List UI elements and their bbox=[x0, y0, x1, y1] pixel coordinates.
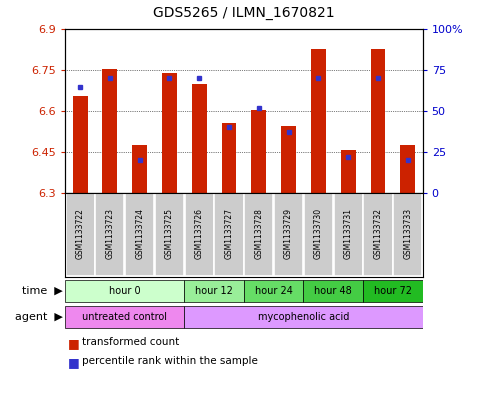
Bar bbox=[185, 193, 214, 276]
Text: GSM1133724: GSM1133724 bbox=[135, 208, 144, 259]
Text: hour 48: hour 48 bbox=[314, 286, 352, 296]
Text: GSM1133732: GSM1133732 bbox=[373, 208, 383, 259]
Text: hour 0: hour 0 bbox=[109, 286, 141, 296]
Text: GDS5265 / ILMN_1670821: GDS5265 / ILMN_1670821 bbox=[153, 6, 335, 20]
Text: time  ▶: time ▶ bbox=[22, 286, 63, 296]
Bar bbox=[334, 193, 363, 276]
Bar bbox=[363, 193, 393, 276]
Bar bbox=[341, 151, 355, 193]
Text: hour 72: hour 72 bbox=[374, 286, 412, 296]
Text: GSM1133728: GSM1133728 bbox=[255, 208, 263, 259]
Bar bbox=[72, 96, 87, 193]
Text: transformed count: transformed count bbox=[82, 337, 179, 347]
Text: GSM1133726: GSM1133726 bbox=[195, 208, 204, 259]
Text: mycophenolic acid: mycophenolic acid bbox=[258, 312, 349, 322]
Bar bbox=[66, 193, 95, 276]
Bar bbox=[162, 73, 177, 193]
Bar bbox=[370, 48, 385, 193]
Bar bbox=[125, 193, 154, 276]
Bar bbox=[185, 280, 244, 302]
Text: GSM1133731: GSM1133731 bbox=[344, 208, 353, 259]
Bar bbox=[132, 145, 147, 193]
Text: percentile rank within the sample: percentile rank within the sample bbox=[82, 356, 258, 366]
Bar bbox=[185, 306, 423, 329]
Text: hour 12: hour 12 bbox=[195, 286, 233, 296]
Text: GSM1133725: GSM1133725 bbox=[165, 208, 174, 259]
Text: ■: ■ bbox=[68, 337, 79, 350]
Text: GSM1133730: GSM1133730 bbox=[314, 208, 323, 259]
Text: GSM1133733: GSM1133733 bbox=[403, 208, 412, 259]
Bar bbox=[274, 193, 303, 276]
Bar bbox=[65, 280, 185, 302]
Bar bbox=[281, 126, 296, 193]
Bar bbox=[65, 306, 185, 329]
Bar bbox=[303, 280, 363, 302]
Bar bbox=[244, 280, 303, 302]
Bar bbox=[222, 123, 237, 193]
Text: agent  ▶: agent ▶ bbox=[15, 312, 63, 322]
Text: ■: ■ bbox=[68, 356, 79, 369]
Bar bbox=[192, 84, 207, 193]
Bar bbox=[311, 48, 326, 193]
Bar bbox=[363, 280, 423, 302]
Bar bbox=[393, 193, 422, 276]
Text: hour 24: hour 24 bbox=[255, 286, 293, 296]
Bar bbox=[155, 193, 184, 276]
Bar bbox=[400, 145, 415, 193]
Bar bbox=[304, 193, 333, 276]
Bar bbox=[214, 193, 243, 276]
Text: untreated control: untreated control bbox=[82, 312, 167, 322]
Bar bbox=[244, 193, 273, 276]
Text: GSM1133723: GSM1133723 bbox=[105, 208, 114, 259]
Text: GSM1133722: GSM1133722 bbox=[76, 208, 85, 259]
Bar bbox=[102, 69, 117, 193]
Bar bbox=[95, 193, 125, 276]
Text: GSM1133727: GSM1133727 bbox=[225, 208, 233, 259]
Text: GSM1133729: GSM1133729 bbox=[284, 208, 293, 259]
Bar bbox=[251, 110, 266, 193]
